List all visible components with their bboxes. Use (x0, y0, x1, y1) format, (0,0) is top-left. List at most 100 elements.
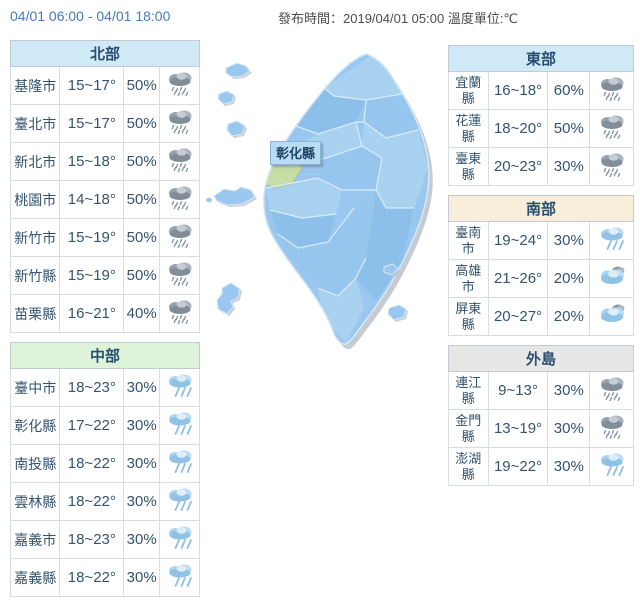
city-name: 臺南市 (448, 221, 489, 260)
table-row: 嘉義縣 18~22° 30% (9, 558, 200, 597)
region-header-north: 北部 (10, 40, 200, 67)
table-row: 花蓮縣 18~20° 50% (448, 109, 634, 148)
rain-probability: 50% (123, 104, 161, 143)
heavy-rain-icon (165, 108, 195, 135)
rain-probability: 60% (547, 71, 591, 110)
matsu-islands[interactable] (217, 62, 252, 138)
table-row: 臺東縣 20~23° 30% (448, 147, 634, 186)
penghu-islands[interactable] (216, 282, 242, 316)
table-row: 宜蘭縣 16~18° 60% (448, 71, 634, 110)
table-row: 基隆市 15~17° 50% (9, 66, 200, 105)
green-island[interactable] (383, 263, 400, 277)
weather-table-east: 東部 宜蘭縣 16~18° 60% 花蓮縣 18~20° 50% 臺東縣 20~23° 30% (448, 45, 634, 186)
city-name: 桃園市 (9, 180, 61, 219)
city-name: 彰化縣 (9, 406, 61, 445)
cloudy-icon (597, 263, 627, 289)
heavy-rain-icon (165, 298, 195, 325)
table-row: 彰化縣 17~22° 30% (9, 406, 200, 445)
light-rain-icon (597, 451, 627, 477)
left-column: 北部 基隆市 15~17° 50% 臺北市 15~17° 50% 新北市 15~18° 50% 桃園… (9, 40, 200, 597)
city-name: 連江縣 (448, 371, 489, 410)
taiwan-map[interactable]: 彰化縣 (206, 38, 448, 354)
forecast-period: 04/01 06:00 - 04/01 18:00 (10, 8, 171, 24)
light-rain-icon (165, 486, 195, 512)
weather-table-south: 南部 臺南市 19~24° 30% 高雄市 21~26° 20% 屏東縣 20~27° 20% (448, 195, 634, 336)
rain-probability: 30% (123, 558, 161, 597)
region-header-central: 中部 (10, 342, 200, 369)
cloudy-icon (597, 301, 627, 327)
table-row: 臺北市 15~17° 50% (9, 104, 200, 143)
temp-range: 17~22° (59, 406, 125, 445)
city-name: 臺中市 (9, 368, 61, 407)
temp-range: 16~21° (59, 294, 125, 333)
city-name: 金門縣 (448, 409, 489, 448)
temp-range: 16~18° (487, 71, 549, 110)
heavy-rain-icon (165, 184, 195, 211)
light-rain-icon (165, 410, 195, 436)
rain-probability: 30% (547, 409, 591, 448)
temp-range: 18~20° (487, 109, 549, 148)
table-row: 南投縣 18~22° 30% (9, 444, 200, 483)
city-name: 基隆市 (9, 66, 61, 105)
temp-range: 21~26° (487, 259, 549, 298)
city-name: 臺北市 (9, 104, 61, 143)
temp-range: 13~19° (487, 409, 549, 448)
table-row: 連江縣 9~13° 30% (448, 371, 634, 410)
heavy-rain-icon (165, 146, 195, 173)
temp-range: 20~23° (487, 147, 549, 186)
city-name: 新北市 (9, 142, 61, 181)
weather-table-central: 中部 臺中市 18~23° 30% 彰化縣 17~22° 30% 南投縣 18~22° 30% 雲林… (9, 342, 200, 597)
region-header-islands: 外島 (448, 345, 634, 372)
table-row: 高雄市 21~26° 20% (448, 259, 634, 298)
table-row: 澎湖縣 19~22° 30% (448, 447, 634, 486)
kinmen-island[interactable] (206, 186, 257, 207)
temp-range: 15~17° (59, 66, 125, 105)
table-row: 臺中市 18~23° 30% (9, 368, 200, 407)
table-row: 嘉義市 18~23° 30% (9, 520, 200, 559)
temp-range: 18~23° (59, 520, 125, 559)
table-row: 新北市 15~18° 50% (9, 142, 200, 181)
city-name: 雲林縣 (9, 482, 61, 521)
rain-probability: 20% (547, 259, 591, 298)
temp-range: 9~13° (487, 371, 549, 410)
table-row: 桃園市 14~18° 50% (9, 180, 200, 219)
table-row: 苗栗縣 16~21° 40% (9, 294, 200, 333)
region-header-south: 南部 (448, 195, 634, 222)
orchid-island[interactable] (387, 304, 408, 322)
light-rain-icon (165, 524, 195, 550)
temp-range: 19~22° (487, 447, 549, 486)
rain-probability: 50% (547, 109, 591, 148)
temp-range: 15~19° (59, 256, 125, 295)
heavy-rain-icon (597, 75, 627, 102)
city-name: 苗栗縣 (9, 294, 61, 333)
city-name: 高雄市 (448, 259, 489, 298)
temp-range: 19~24° (487, 221, 549, 260)
city-name: 新竹市 (9, 218, 61, 257)
rain-probability: 30% (123, 444, 161, 483)
rain-probability: 30% (123, 406, 161, 445)
rain-probability: 30% (547, 221, 591, 260)
temp-range: 15~18° (59, 142, 125, 181)
temp-range: 18~22° (59, 482, 125, 521)
heavy-rain-icon (597, 113, 627, 140)
heavy-rain-icon (165, 222, 195, 249)
heavy-rain-icon (165, 70, 195, 97)
temp-range: 18~23° (59, 368, 125, 407)
city-name: 嘉義縣 (9, 558, 61, 597)
temp-range: 14~18° (59, 180, 125, 219)
taiwan-map-svg[interactable] (206, 38, 448, 354)
table-row: 新竹市 15~19° 50% (9, 218, 200, 257)
rain-probability: 50% (123, 180, 161, 219)
table-row: 雲林縣 18~22° 30% (9, 482, 200, 521)
temp-range: 15~19° (59, 218, 125, 257)
temp-range: 20~27° (487, 297, 549, 336)
city-name: 宜蘭縣 (448, 71, 489, 110)
table-row: 新竹縣 15~19° 50% (9, 256, 200, 295)
rain-probability: 50% (123, 256, 161, 295)
temp-range: 18~22° (59, 558, 125, 597)
right-column: 東部 宜蘭縣 16~18° 60% 花蓮縣 18~20° 50% 臺東縣 20~23° 30% 南部… (448, 45, 634, 486)
rain-probability: 30% (547, 147, 591, 186)
city-name: 臺東縣 (448, 147, 489, 186)
light-rain-icon (165, 372, 195, 398)
